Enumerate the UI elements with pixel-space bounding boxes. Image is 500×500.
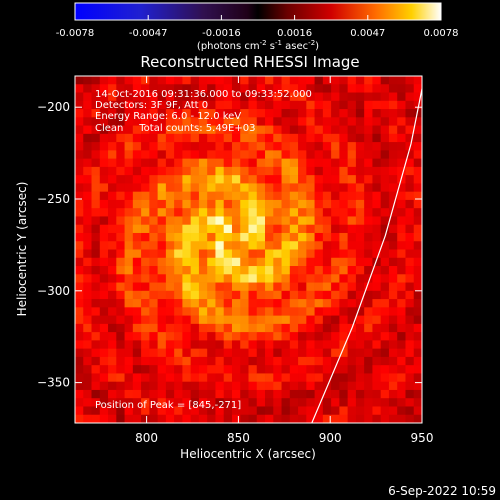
info-energy-range: Energy Range: 6.0 - 12.0 keV [95,111,241,122]
image-pixels [75,76,422,423]
x-axis-label: Heliocentric X (arcsec) [180,447,316,461]
colorbar-tick-label: 0.0078 [424,28,459,39]
colorbar-units: (photons cm-2 s-1 asec-2) [197,39,319,52]
y-tick-label: −300 [37,284,70,298]
x-axis: 800 850 900 950 [135,76,433,445]
y-tick-label: −200 [37,100,70,114]
plot-frame [74,75,423,424]
colorbar-tick-label: 0.0047 [350,28,385,39]
colorbar-tick-label: -0.0016 [202,28,241,39]
colorbar-gradient [74,2,442,21]
y-tick-label: −350 [37,376,70,390]
peak-position-label: Position of Peak = [845,-271] [95,400,241,411]
x-tick-label: 800 [135,431,158,445]
x-tick-label: 900 [319,431,342,445]
solar-limb [311,85,422,423]
x-tick-label: 850 [227,431,250,445]
info-clean-counts: Clean Total counts: 5.49E+03 [95,123,255,134]
y-axis-label: Heliocentric Y (arcsec) [15,182,29,317]
colorbar-tick-label: -0.0078 [56,28,95,39]
info-detectors: Detectors: 3F 9F, Att 0 [95,100,208,111]
info-time-range: 14-Oct-2016 09:31:36.000 to 09:33:52.000 [95,89,312,100]
info-block: 14-Oct-2016 09:31:36.000 to 09:33:52.000… [95,89,312,134]
rhessi-image [75,76,422,423]
y-axis: −200 −250 −300 −350 [37,100,422,390]
plot-title: Reconstructed RHESSI Image [140,53,359,71]
y-tick-label: −250 [37,192,70,206]
x-tick-label: 950 [411,431,434,445]
colorbar-tick-label: -0.0047 [129,28,168,39]
colorbar: -0.0078 -0.0047 -0.0016 0.0016 0.0047 0.0078 … [56,2,459,52]
colorbar-ticks: -0.0078 -0.0047 -0.0016 0.0016 0.0047 0.0078 [56,15,459,39]
colorbar-tick-label: 0.0016 [277,28,312,39]
footer-date: 6-Sep-2022 10:59 [388,484,496,498]
